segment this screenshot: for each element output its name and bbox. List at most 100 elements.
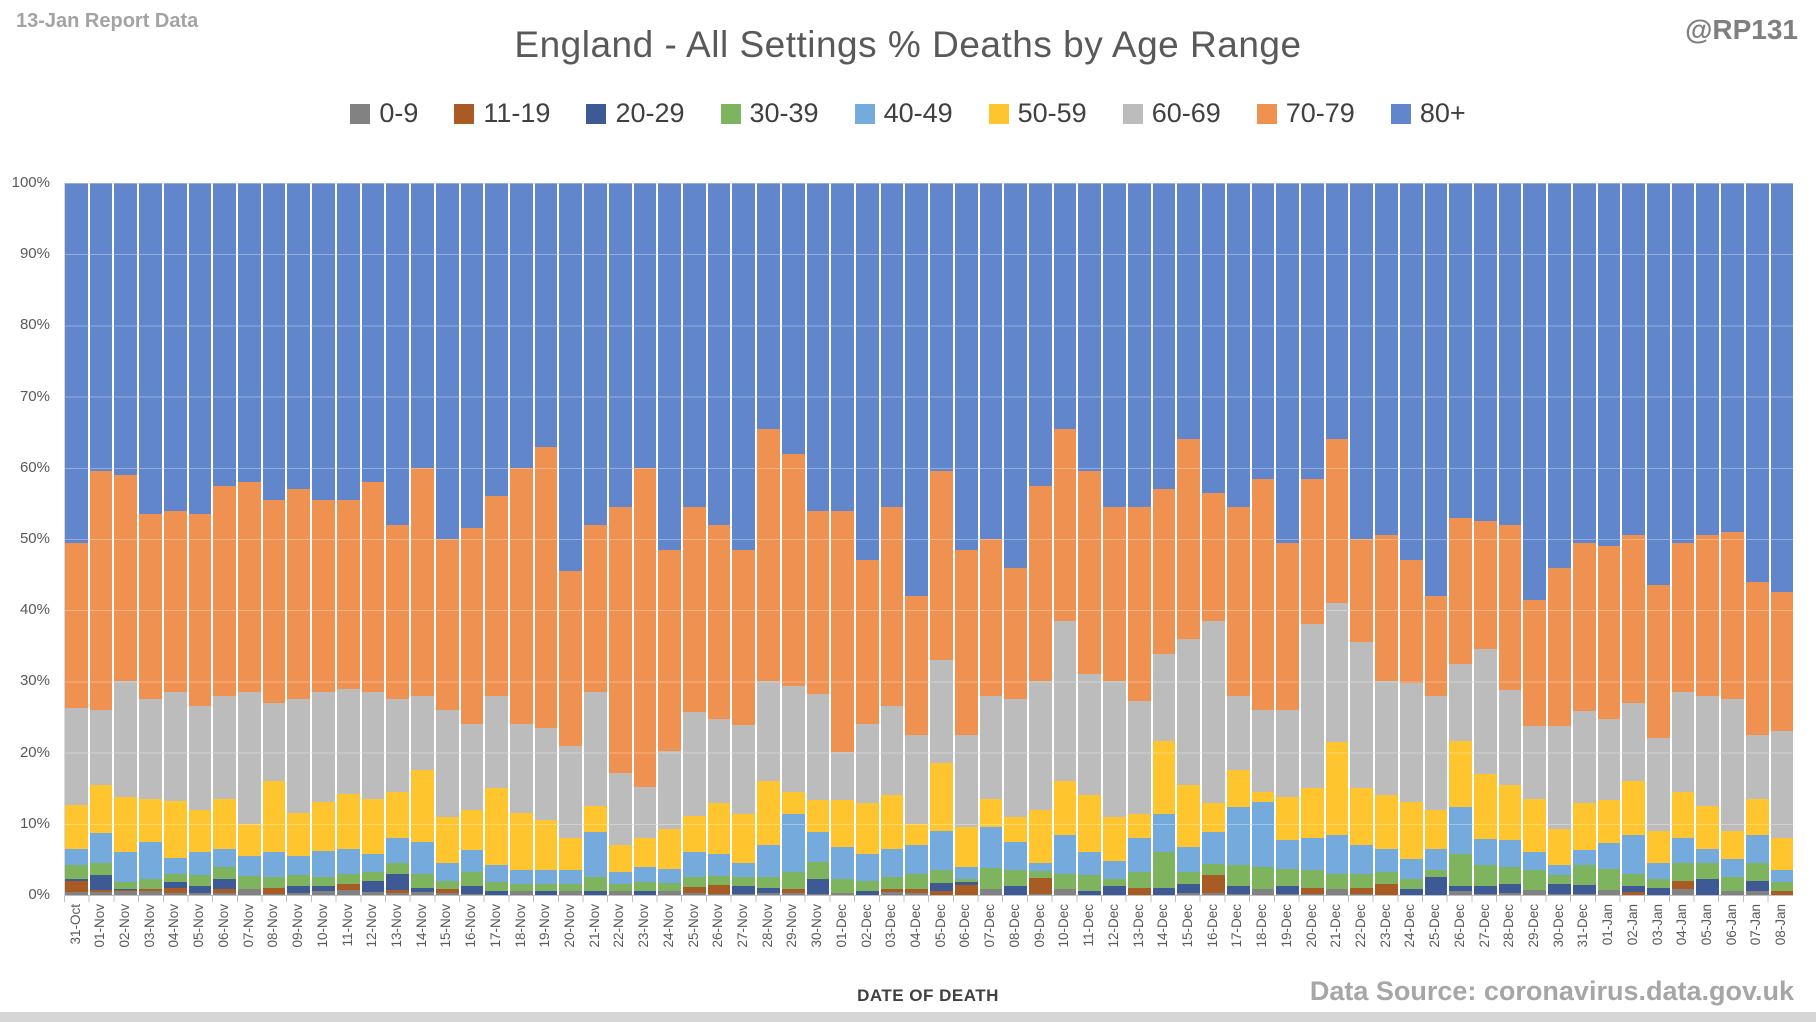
segment-11-19 xyxy=(336,884,360,891)
segment-80+ xyxy=(1004,183,1028,568)
segment-60-69 xyxy=(1375,681,1398,796)
segment-50-59 xyxy=(1647,830,1670,863)
segment-50-59 xyxy=(1152,741,1176,814)
segment-60-69 xyxy=(1498,690,1522,785)
segment-60-69 xyxy=(386,699,410,792)
legend-swatch-icon xyxy=(350,103,371,124)
segment-60-69 xyxy=(1622,702,1645,782)
segment-0-9 xyxy=(163,892,187,895)
segment-80+ xyxy=(633,183,657,468)
bar-07-Dec xyxy=(979,183,1003,895)
segment-80+ xyxy=(831,183,854,511)
segment-80+ xyxy=(732,183,756,550)
segment-60-69 xyxy=(1647,738,1670,831)
segment-40-49 xyxy=(1721,859,1744,878)
segment-60-69 xyxy=(608,772,632,846)
segment-30-39 xyxy=(1671,862,1695,881)
segment-40-49 xyxy=(1449,806,1472,855)
segment-40-49 xyxy=(831,846,854,880)
x-tick-label: 30-Nov xyxy=(809,904,825,948)
segment-11-19 xyxy=(930,891,953,895)
segment-40-49 xyxy=(584,832,607,878)
bar-20-Nov xyxy=(559,183,583,895)
segment-70-79 xyxy=(559,571,583,746)
segment-70-79 xyxy=(1300,478,1324,625)
bar-05-Jan xyxy=(1696,183,1720,895)
segment-70-79 xyxy=(1424,596,1448,696)
segment-40-49 xyxy=(1300,838,1324,871)
segment-70-79 xyxy=(485,496,508,696)
bar-17-Dec xyxy=(1226,183,1250,895)
x-tick-label: 21-Nov xyxy=(586,904,602,948)
segment-60-69 xyxy=(979,695,1003,799)
x-tick-label: 31-Dec xyxy=(1575,904,1591,948)
bar-26-Dec xyxy=(1449,183,1472,895)
x-tick-label: 27-Nov xyxy=(735,904,751,948)
segment-30-39 xyxy=(1251,866,1275,890)
legend-item-60-69: 60-69 xyxy=(1122,98,1221,129)
bar-24-Nov xyxy=(658,183,681,895)
segment-50-59 xyxy=(386,791,410,839)
segment-30-39 xyxy=(1572,865,1596,886)
segment-80+ xyxy=(880,183,904,507)
bar-28-Dec xyxy=(1498,183,1522,895)
segment-50-59 xyxy=(485,788,508,866)
segment-50-59 xyxy=(1721,830,1744,860)
x-tick-label: 01-Nov xyxy=(92,904,108,948)
segment-0-9 xyxy=(1498,892,1522,895)
segment-30-39 xyxy=(1696,862,1720,880)
segment-60-69 xyxy=(262,702,286,782)
segment-0-9 xyxy=(312,891,335,895)
bar-05-Nov xyxy=(188,183,212,895)
segment-80+ xyxy=(1548,183,1571,568)
segment-40-49 xyxy=(312,850,335,878)
segment-0-9 xyxy=(188,892,212,895)
segment-50-59 xyxy=(1325,741,1349,835)
segment-60-69 xyxy=(633,786,657,839)
segment-0-9 xyxy=(1053,889,1077,895)
bar-28-Nov xyxy=(757,183,780,895)
segment-30-39 xyxy=(979,867,1003,890)
segment-50-59 xyxy=(1548,828,1571,866)
segment-80+ xyxy=(1177,183,1201,440)
bar-14-Nov xyxy=(411,183,434,895)
segment-40-49 xyxy=(559,870,583,884)
segment-50-59 xyxy=(1300,788,1324,839)
segment-30-39 xyxy=(1177,872,1201,885)
legend-item-11-19: 11-19 xyxy=(454,98,550,129)
segment-70-79 xyxy=(213,485,237,696)
segment-30-39 xyxy=(1647,879,1670,888)
segment-80+ xyxy=(1647,183,1670,586)
segment-50-59 xyxy=(880,795,904,849)
segment-60-69 xyxy=(1004,699,1028,817)
legend-swatch-icon xyxy=(1256,103,1277,124)
x-tick-label: 04-Dec xyxy=(908,904,924,948)
segment-70-79 xyxy=(1696,535,1720,696)
segment-50-59 xyxy=(1399,802,1423,860)
segment-40-49 xyxy=(757,845,780,878)
x-tick-label: 17-Dec xyxy=(1229,904,1245,948)
segment-70-79 xyxy=(1078,471,1102,675)
segment-80+ xyxy=(1078,183,1102,472)
x-tick-label: 02-Dec xyxy=(858,904,874,948)
segment-60-69 xyxy=(1251,709,1275,792)
bar-13-Dec xyxy=(1127,183,1151,895)
segment-40-49 xyxy=(1251,802,1275,867)
segment-40-49 xyxy=(1053,834,1077,874)
bar-19-Dec xyxy=(1276,183,1299,895)
segment-40-49 xyxy=(732,863,756,877)
x-tick-label: 25-Dec xyxy=(1427,904,1443,948)
legend-swatch-icon xyxy=(1122,103,1143,124)
segment-40-49 xyxy=(114,851,138,882)
segment-60-69 xyxy=(682,712,706,817)
x-tick-label: 11-Dec xyxy=(1081,904,1097,947)
x-tick-label: 14-Nov xyxy=(413,904,429,948)
bar-04-Dec xyxy=(905,183,929,895)
segment-11-19 xyxy=(954,885,978,895)
segment-30-39 xyxy=(114,881,138,889)
segment-70-79 xyxy=(806,510,830,694)
bar-08-Jan xyxy=(1770,183,1794,895)
segment-11-19 xyxy=(89,890,113,893)
segment-80+ xyxy=(1029,183,1052,486)
segment-60-69 xyxy=(1177,638,1201,785)
